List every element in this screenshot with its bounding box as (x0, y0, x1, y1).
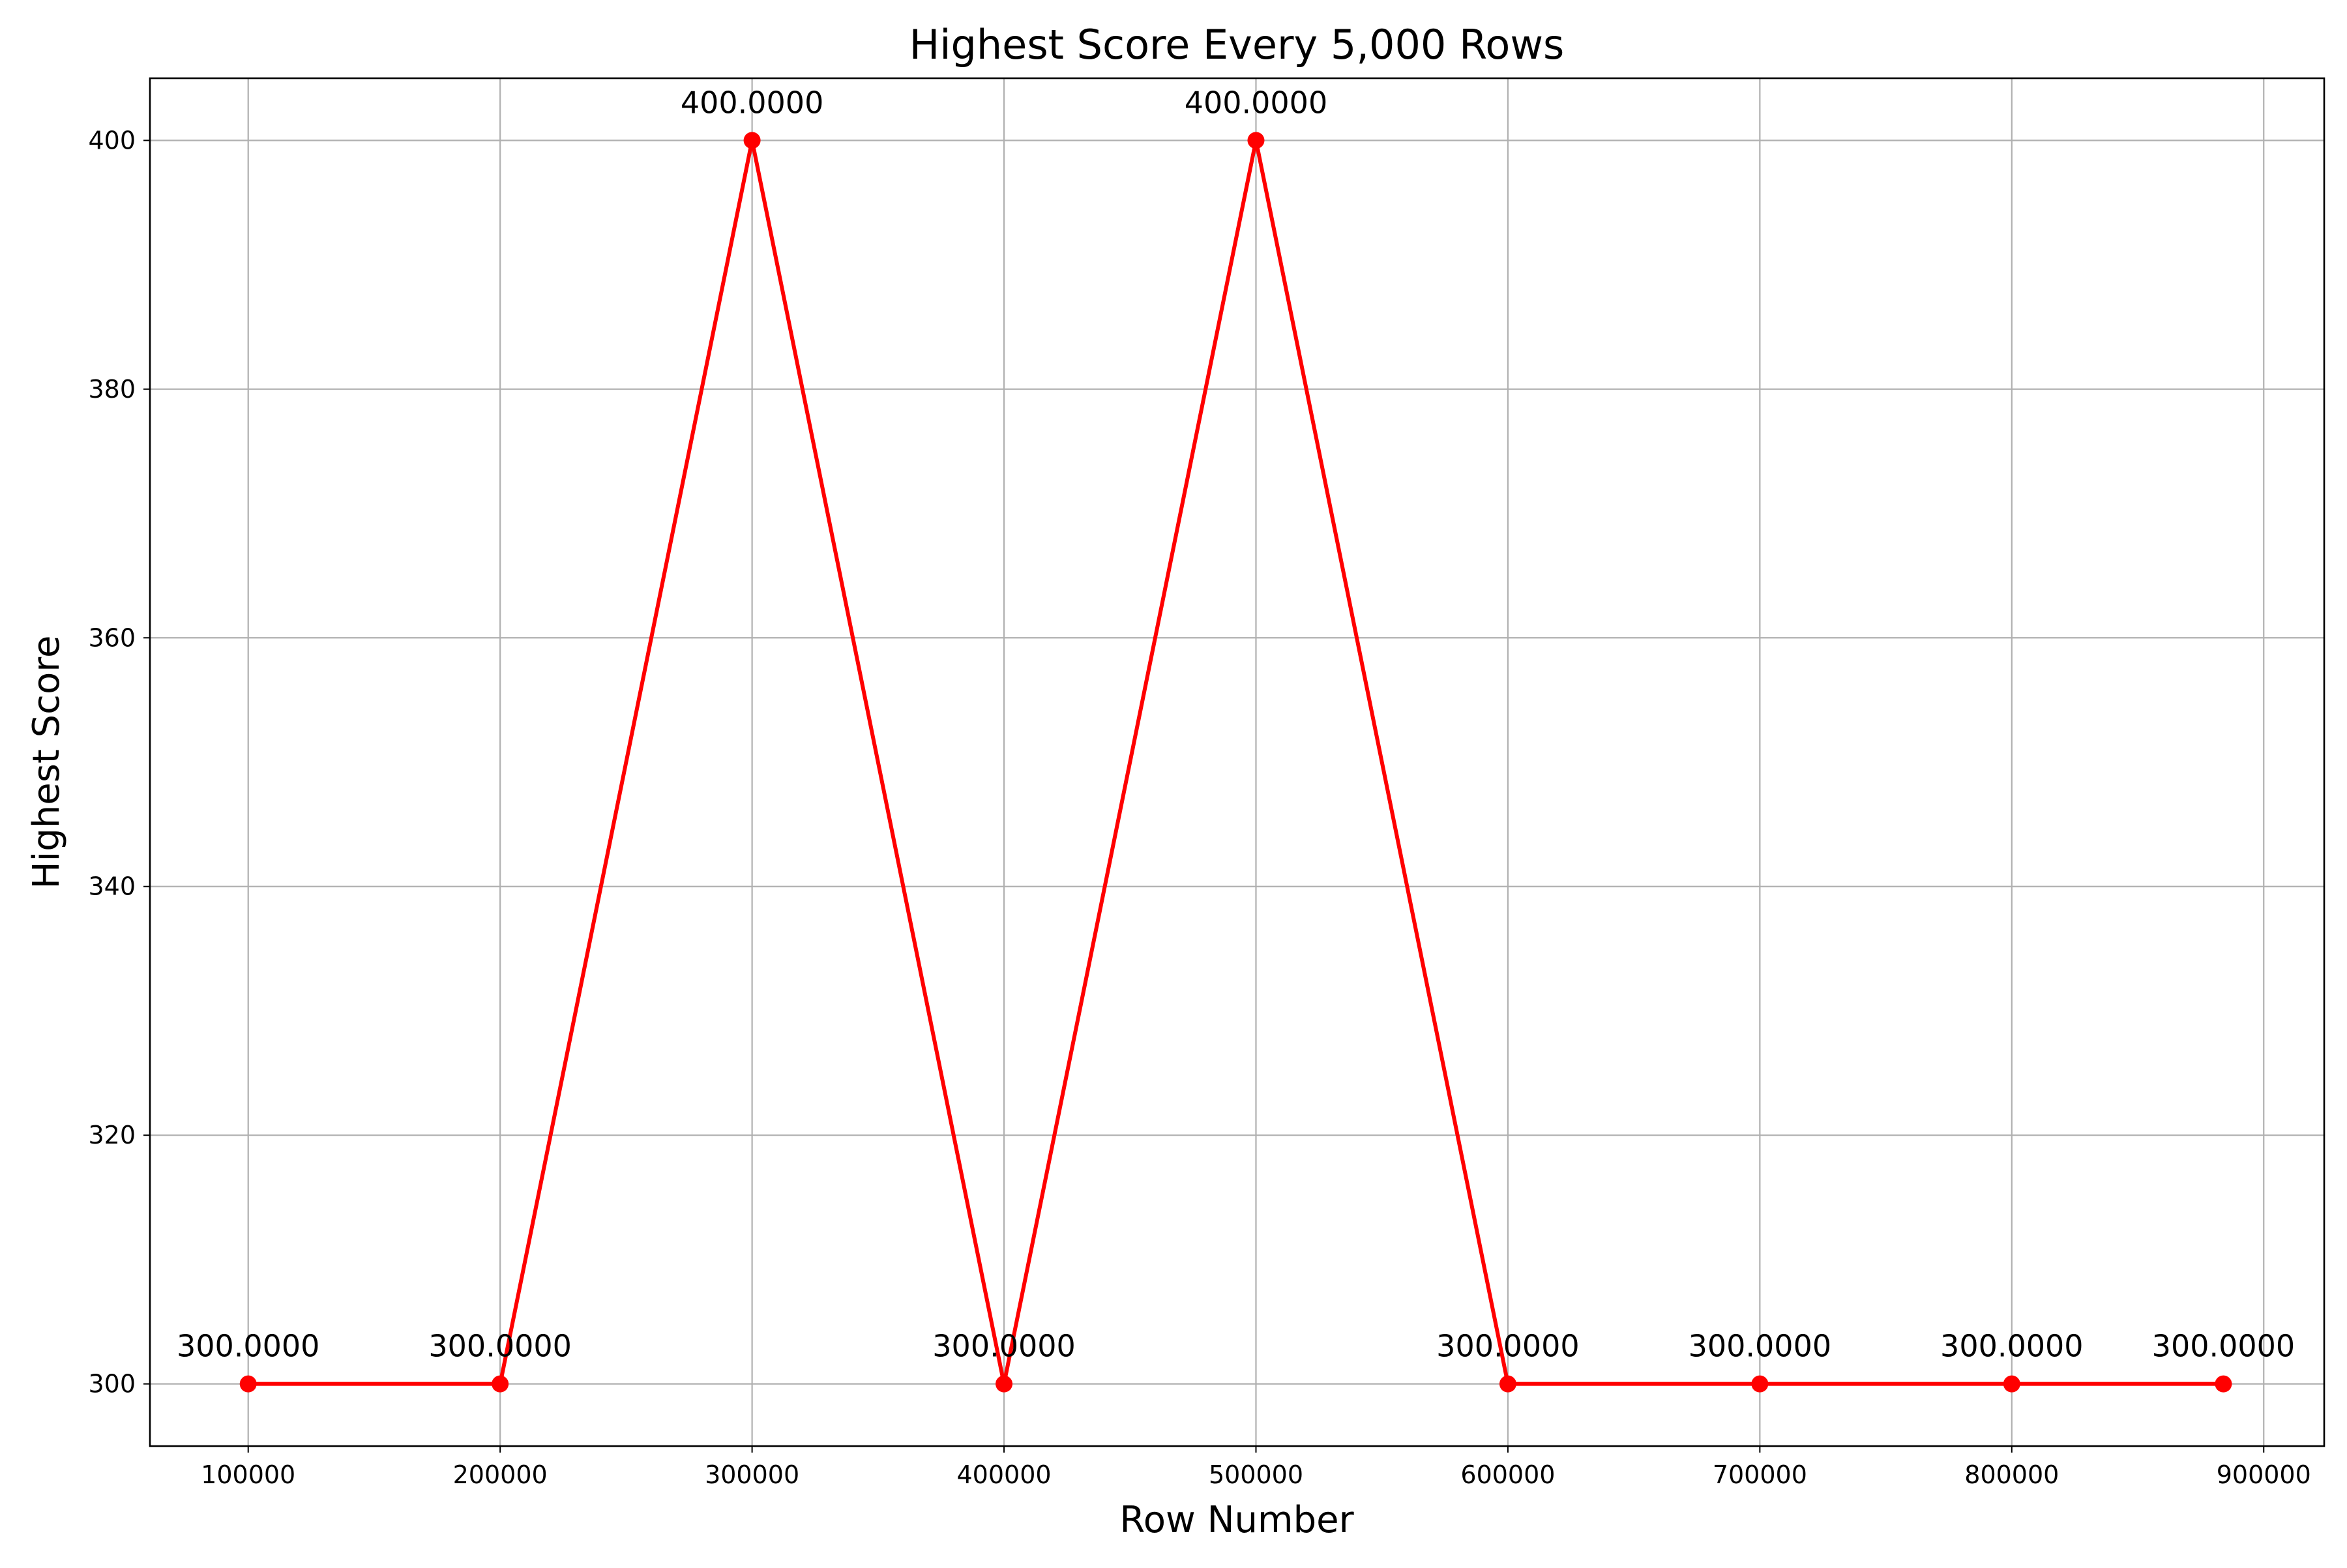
x-tick-label: 900000 (2217, 1460, 2311, 1489)
y-tick-label: 340 (88, 872, 136, 901)
x-tick-label: 500000 (1209, 1460, 1303, 1489)
data-label: 300.0000 (2152, 1329, 2295, 1364)
x-tick-label: 300000 (705, 1460, 799, 1489)
x-tick-label: 600000 (1460, 1460, 1555, 1489)
y-tick-label: 320 (88, 1121, 136, 1149)
data-point (1751, 1376, 1768, 1393)
data-point (996, 1376, 1012, 1393)
data-point (2003, 1376, 2020, 1393)
data-label: 300.0000 (428, 1329, 572, 1364)
data-label: 300.0000 (1940, 1329, 2084, 1364)
data-point (1499, 1376, 1516, 1393)
x-tick-label: 700000 (1713, 1460, 1807, 1489)
x-tick-label: 400000 (957, 1460, 1052, 1489)
y-tick-label: 400 (88, 126, 136, 155)
data-point (744, 132, 761, 149)
data-label: 400.0000 (681, 85, 824, 120)
x-tick-label: 800000 (1964, 1460, 2059, 1489)
y-tick-label: 300 (88, 1370, 136, 1398)
y-tick-label: 360 (88, 623, 136, 652)
x-axis-label: Row Number (1119, 1499, 1354, 1541)
x-tick-label: 200000 (453, 1460, 548, 1489)
y-axis-label: Highest Score (25, 636, 68, 889)
data-point (1247, 132, 1264, 149)
data-point (2215, 1376, 2232, 1393)
data-label: 300.0000 (177, 1329, 320, 1364)
x-tick-label: 100000 (201, 1460, 295, 1489)
data-label: 300.0000 (1436, 1329, 1580, 1364)
data-point (240, 1376, 257, 1393)
data-point (492, 1376, 509, 1393)
data-label: 400.0000 (1185, 85, 1328, 120)
data-label: 300.0000 (932, 1329, 1076, 1364)
chart-title: Highest Score Every 5,000 Rows (909, 21, 1565, 68)
data-label: 300.0000 (1689, 1329, 1832, 1364)
y-tick-label: 380 (88, 375, 136, 404)
